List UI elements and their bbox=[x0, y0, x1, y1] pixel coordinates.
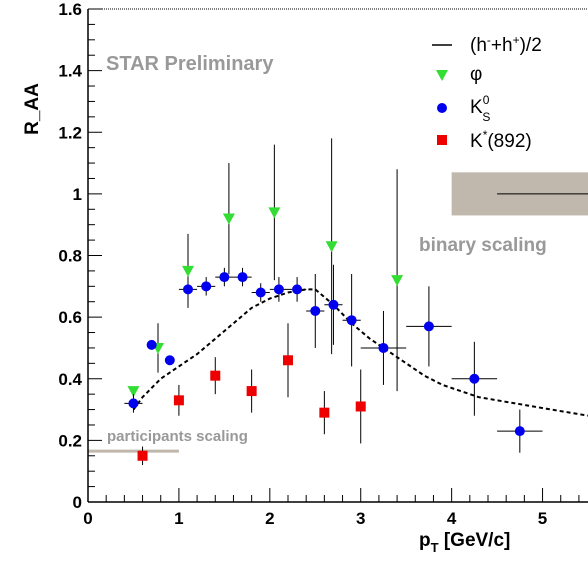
x-tick-label: 2 bbox=[265, 509, 274, 528]
y-tick-label: 0.6 bbox=[58, 308, 82, 327]
k0s-point bbox=[292, 284, 303, 295]
x-tick-label: 4 bbox=[447, 509, 457, 528]
phi-point bbox=[182, 265, 194, 277]
legend-curve-part: )/2 bbox=[520, 35, 542, 56]
y-tick-label: 1.2 bbox=[58, 123, 82, 142]
legend-label-kstar: K*(892) bbox=[470, 128, 532, 152]
y-tick-label: 1 bbox=[73, 185, 82, 204]
phi-point bbox=[391, 275, 404, 287]
x-tick-label: 1 bbox=[174, 509, 183, 528]
annotation-binary-scaling: binary scaling bbox=[419, 235, 547, 256]
legend-k0s-sup: 0 bbox=[483, 93, 490, 107]
k0s-point bbox=[255, 287, 266, 298]
reference-bands bbox=[88, 172, 588, 453]
y-axis-label: R_AA bbox=[22, 83, 43, 135]
kstar-point bbox=[246, 386, 257, 397]
legend-kstar-main: K bbox=[470, 131, 483, 152]
legend-curve-part: +h bbox=[491, 35, 513, 56]
y-tick-label: 0.2 bbox=[58, 431, 82, 450]
annotation-participants-scaling: participants scaling bbox=[107, 428, 248, 445]
y-tick-label: 0 bbox=[73, 493, 82, 512]
k0s-point bbox=[237, 272, 248, 283]
legend-marker-kstar bbox=[437, 135, 447, 145]
legend-curve-part: - bbox=[487, 33, 491, 47]
phi-point bbox=[222, 213, 235, 225]
x-tick-label: 5 bbox=[538, 509, 547, 528]
k0s-point bbox=[423, 321, 434, 332]
k0s-point bbox=[273, 284, 284, 295]
kstar-point bbox=[173, 395, 184, 406]
legend-marker-phi bbox=[436, 70, 448, 81]
x-axis-label: pT [GeV/c] bbox=[419, 530, 510, 555]
k0s-point bbox=[201, 281, 212, 292]
phi-point bbox=[127, 386, 140, 398]
legend-kstar-rest: (892) bbox=[487, 131, 531, 152]
x-tick-label: 0 bbox=[83, 509, 92, 528]
k0s-point bbox=[146, 339, 157, 350]
kstar-point bbox=[355, 401, 366, 412]
x-axis-label-p: p bbox=[419, 530, 431, 551]
k0s-point bbox=[164, 355, 175, 366]
k0s-point bbox=[514, 426, 525, 437]
kstar-point bbox=[210, 370, 221, 381]
kstar-point bbox=[319, 407, 330, 418]
k0s-point bbox=[183, 284, 193, 295]
data-markers bbox=[124, 138, 543, 466]
legend-label-k0s: K0 S bbox=[470, 93, 490, 124]
x-axis-label-unit: [GeV/c] bbox=[439, 530, 511, 551]
legend-curve-part: + bbox=[513, 33, 520, 47]
y-tick-label: 1.6 bbox=[58, 0, 82, 19]
k0s-point bbox=[378, 342, 389, 353]
y-tick-label: 1.4 bbox=[58, 62, 82, 81]
axes: 0 1 2 3 4 5 0 0.2 0.4 0.6 0.8 1 1.2 1.4 1.6 bbox=[58, 0, 588, 528]
legend-kstar-sup: * bbox=[483, 128, 488, 142]
x-tick-label: 3 bbox=[356, 509, 365, 528]
x-axis-label-sub: T bbox=[431, 540, 439, 555]
phi-point bbox=[325, 241, 338, 253]
y-tick-label: 0.4 bbox=[58, 370, 82, 389]
legend-marker-k0s bbox=[437, 103, 447, 113]
legend-k0s-sub: S bbox=[482, 110, 490, 124]
k0s-point bbox=[346, 315, 357, 326]
legend-label-curve: (h-+h+)/2 bbox=[470, 33, 542, 56]
annotation-star-preliminary: STAR Preliminary bbox=[106, 53, 274, 75]
legend-curve-part: (h bbox=[470, 35, 487, 56]
legend-k0s-main: K bbox=[470, 97, 483, 118]
k0s-point bbox=[469, 373, 480, 384]
kstar-point bbox=[283, 355, 293, 366]
k0s-point bbox=[310, 305, 321, 316]
k0s-point bbox=[219, 272, 230, 283]
k0s-point bbox=[328, 299, 339, 310]
legend-label-phi: φ bbox=[470, 64, 482, 85]
y-tick-label: 0.8 bbox=[58, 247, 82, 266]
k0s-point bbox=[128, 398, 139, 409]
kstar-point bbox=[137, 450, 148, 461]
phi-point bbox=[268, 207, 281, 219]
